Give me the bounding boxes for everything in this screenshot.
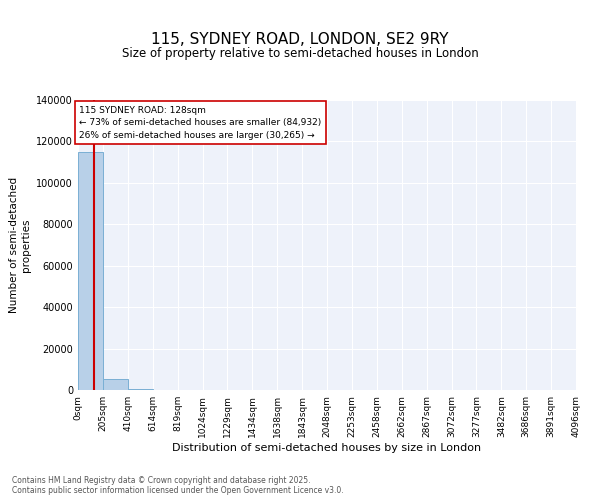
X-axis label: Distribution of semi-detached houses by size in London: Distribution of semi-detached houses by …	[172, 442, 482, 452]
Text: 115 SYDNEY ROAD: 128sqm
← 73% of semi-detached houses are smaller (84,932)
26% o: 115 SYDNEY ROAD: 128sqm ← 73% of semi-de…	[79, 106, 322, 140]
Bar	[103, 378, 128, 390]
Text: Contains HM Land Registry data © Crown copyright and database right 2025.
Contai: Contains HM Land Registry data © Crown c…	[12, 476, 344, 495]
Text: 115, SYDNEY ROAD, LONDON, SE2 9RY: 115, SYDNEY ROAD, LONDON, SE2 9RY	[151, 32, 449, 48]
Text: Size of property relative to semi-detached houses in London: Size of property relative to semi-detach…	[122, 48, 478, 60]
Y-axis label: Number of semi-detached
properties: Number of semi-detached properties	[9, 177, 31, 313]
Bar	[78, 152, 103, 390]
